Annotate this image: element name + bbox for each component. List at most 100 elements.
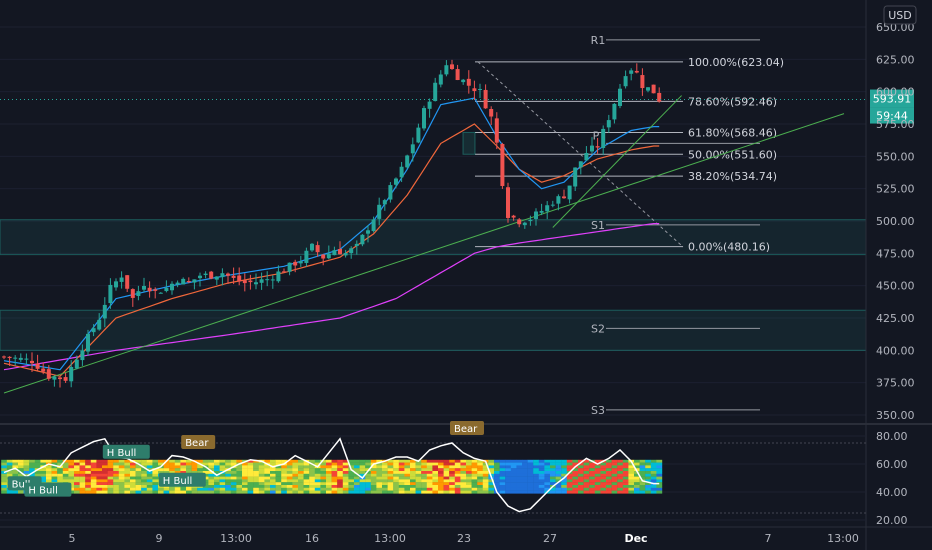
osc-heat-cell [152,471,159,474]
osc-heat-cell [622,490,629,494]
osc-heat-cell [303,482,310,486]
osc-heat-cell [342,487,349,491]
osc-heat-cell [454,487,461,491]
osc-heat-cell [303,485,310,488]
osc-heat-cell [197,459,203,463]
osc-heat-cell [202,485,209,488]
osc-heat-cell [488,468,495,472]
osc-heat-cell [331,485,338,488]
osc-heat-cell [656,462,663,466]
osc-heat-cell [309,465,315,469]
osc-heat-cell [314,462,321,466]
osc-heat-cell [130,479,136,483]
osc-heat-cell [550,490,556,494]
candle-up [545,205,550,212]
osc-heat-cell [90,487,97,491]
osc-heat-cell [628,487,635,491]
osc-heat-cell [331,468,338,472]
osc-heat-cell [555,485,562,488]
osc-heat-cell [152,468,159,472]
candle-up [97,319,102,330]
candle-down [63,377,68,381]
osc-heat-cell [62,471,69,474]
osc-heat-cell [622,465,629,469]
osc-heat-cell [617,490,623,494]
osc-heat-cell [494,468,500,472]
osc-heat-cell [174,490,181,494]
osc-heat-cell [326,490,332,494]
price-axis[interactable]: 650.00625.00600.00575.00550.00525.00500.… [865,0,917,550]
osc-heat-cell [51,476,58,480]
osc-heat-cell [342,473,349,477]
osc-heat-cell [113,482,119,486]
osc-heat-cell [432,485,439,488]
osc-heat-cell [29,468,35,472]
osc-heat-cell [135,482,142,486]
osc-heat-cell [438,482,444,486]
bear-label: Bear [185,438,209,449]
candle-up [114,281,118,288]
candle-up [522,222,527,226]
osc-heat-cell [225,473,231,477]
osc-heat-cell [62,465,69,469]
osc-heat-cell [359,468,366,472]
osc-heat-cell [522,465,528,469]
osc-heat-cell [90,468,97,472]
osc-heat-cell [102,459,108,463]
osc-heat-cell [583,471,590,474]
candle-up [416,127,421,143]
osc-heat-cell [438,462,444,466]
osc-heat-cell [118,471,125,474]
osc-heat-cell [421,485,427,488]
osc-heat-cell [158,490,164,494]
time-tick-label: 5 [69,532,76,545]
osc-heat-cell [376,476,383,480]
osc-heat-cell [415,462,422,466]
osc-heat-cell [404,465,411,469]
osc-heat-cell [510,487,517,491]
osc-heat-cell [264,468,271,472]
osc-heat-cell [230,479,237,483]
osc-heat-cell [634,459,640,463]
osc-heat-cell [449,482,455,486]
osc-heat-cell [264,476,271,480]
osc-heat-cell [326,485,332,488]
osc-heat-cell [398,479,405,483]
osc-heat-cell [85,473,91,477]
osc-heat-cell [118,473,125,477]
osc-tick-label: 80.00 [876,430,908,443]
osc-heat-cell [130,487,136,491]
fibonacci-levels: 100.00%(623.04) 78.60%(592.46) 61.80%(568.… [462,56,784,254]
osc-heat-cell [460,471,467,474]
osc-heat-cell [600,471,607,474]
time-axis[interactable]: 5 9 13:00 16 13:00 23 27 Dec 7 13:00 [0,526,932,545]
osc-heat-cell [236,485,243,488]
osc-heat-cell [152,482,159,486]
candle-down [7,356,12,359]
osc-heat-cell [522,476,528,480]
candle-up [349,248,354,254]
osc-heat-cell [90,471,97,474]
osc-heat-cell [118,465,125,469]
osc-heat-cell [225,482,231,486]
osc-heat-cell [594,487,601,491]
osc-heat-cell [46,465,52,469]
osc-heat-cell [376,462,383,466]
osc-heat-cell [225,462,231,466]
osc-heat-cell [230,487,237,491]
osc-heat-cell [298,473,304,477]
osc-heat-cell [555,465,562,469]
osc-heat-cell [421,459,427,463]
osc-heat-cell [258,490,265,494]
osc-heat-cell [426,468,433,472]
osc-heat-cell [561,479,567,483]
osc-heat-cell [275,465,282,469]
osc-heat-cell [589,476,595,480]
osc-heat-cell [606,473,612,477]
osc-heat-cell [617,465,623,469]
osc-heat-cell [68,482,75,486]
osc-heat-cell [292,468,299,472]
osc-heat-cell [230,468,237,472]
osc-heat-cell [656,479,663,483]
candle-up [422,108,426,129]
